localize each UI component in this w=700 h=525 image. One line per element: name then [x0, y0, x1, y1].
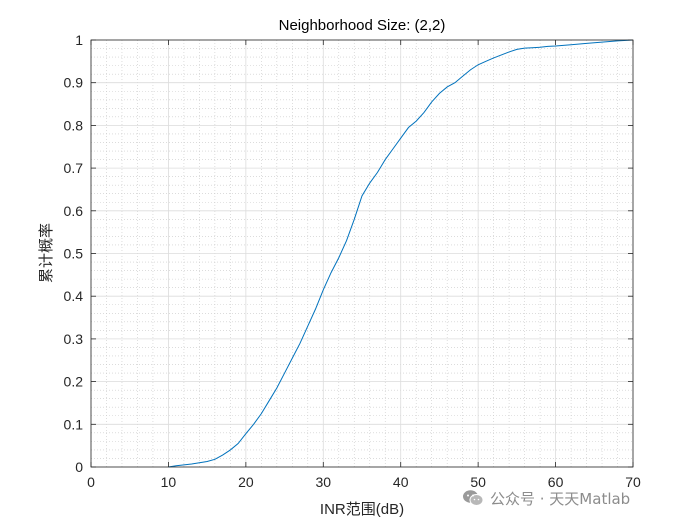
x-tick-label: 50: [470, 474, 486, 490]
y-tick-label: 0.3: [64, 331, 84, 347]
y-tick-label: 1: [75, 32, 83, 48]
x-tick-label: 40: [393, 474, 409, 490]
wechat-icon: [463, 490, 484, 506]
y-tick-label: 0.9: [64, 75, 84, 91]
x-tick-label: 30: [315, 474, 331, 490]
series-line-cdf: [168, 39, 634, 468]
y-tick-label: 0.1: [64, 416, 84, 432]
chart-title: Neighborhood Size: (2,2): [279, 17, 446, 34]
y-tick-label: 0.5: [64, 246, 84, 262]
x-tick-label: 0: [87, 474, 95, 490]
x-axis-ticks: 0 10 20 30 40 50 60 70: [87, 40, 641, 490]
y-tick-label: 0.7: [64, 160, 84, 176]
x-axis-label: INR范围(dB): [320, 501, 404, 518]
y-axis-ticks: 0 0.1 0.2 0.3 0.4 0.5 0.6 0.7 0.8 0.9 1: [64, 32, 633, 475]
y-axis-label: 累计概率: [37, 223, 55, 283]
y-tick-label: 0.2: [64, 374, 84, 390]
x-tick-label: 20: [238, 474, 254, 490]
y-tick-label: 0: [75, 459, 83, 475]
y-tick-label: 0.4: [64, 288, 84, 304]
x-tick-label: 70: [625, 474, 641, 490]
watermark: 公众号 · 天天Matlab: [462, 486, 630, 510]
x-tick-label: 60: [548, 474, 564, 490]
x-tick-label: 10: [161, 474, 177, 490]
watermark-text: 公众号 · 天天Matlab: [490, 489, 631, 508]
y-tick-label: 0.6: [64, 203, 84, 219]
y-tick-label: 0.8: [64, 117, 84, 133]
